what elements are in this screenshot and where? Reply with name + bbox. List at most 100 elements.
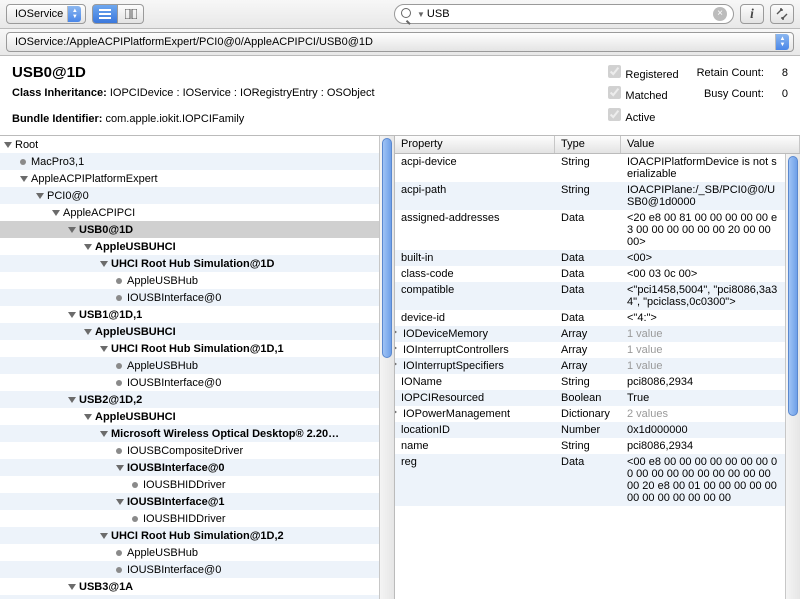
property-row[interactable]: compatibleData<"pci1458,5004", "pci8086,… [395, 282, 785, 310]
property-row[interactable]: class-codeData<00 03 0c 00> [395, 266, 785, 282]
column-view-button[interactable] [118, 4, 144, 24]
tree-row[interactable]: USB3@1A [0, 578, 379, 595]
col-type[interactable]: Type [555, 136, 621, 153]
disclosure-triangle-icon[interactable] [395, 408, 397, 416]
disclosure-triangle-icon[interactable] [68, 227, 76, 233]
tree-row[interactable]: UHCI Root Hub Simulation@1D [0, 255, 379, 272]
tree-row[interactable]: AppleACPIPCI [0, 204, 379, 221]
action-button[interactable] [770, 4, 794, 24]
chevron-updown-icon: ▲▼ [67, 6, 81, 22]
disclosure-triangle-icon[interactable] [116, 499, 124, 505]
tree-row[interactable]: UHCI Root Hub Simulation@1D,2 [0, 527, 379, 544]
property-row[interactable]: IOPCIResourcedBooleanTrue [395, 390, 785, 406]
search-field[interactable]: ▼ × [394, 4, 734, 24]
disclosure-triangle-icon[interactable] [100, 431, 108, 437]
disclosure-triangle-icon[interactable] [20, 176, 28, 182]
property-row[interactable]: acpi-deviceStringIOACPIPlatformDevice is… [395, 154, 785, 182]
tree-row[interactable]: AppleUSBUHCI [0, 408, 379, 425]
tree-row[interactable]: AppleUSBUHCI [0, 595, 379, 599]
registered-checkbox: Registered [608, 65, 678, 81]
tree-row[interactable]: IOUSBInterface@0 [0, 459, 379, 476]
property-row[interactable]: IOInterruptSpecifiersArray1 value [395, 358, 785, 374]
bullet-icon [116, 363, 122, 369]
bullet-icon [116, 278, 122, 284]
tree-row[interactable]: AppleUSBHub [0, 357, 379, 374]
registry-tree[interactable]: RootMacPro3,1AppleACPIPlatformExpertPCI0… [0, 136, 394, 599]
tree-row[interactable]: Microsoft Wireless Optical Desktop® 2.20… [0, 425, 379, 442]
tree-row[interactable]: MacPro3,1 [0, 153, 379, 170]
tree-row[interactable]: AppleUSBUHCI [0, 238, 379, 255]
plane-selector[interactable]: IOService ▲▼ [6, 4, 86, 24]
tree-label: USB2@1D,2 [79, 394, 142, 406]
property-row[interactable]: IOPowerManagementDictionary2 values [395, 406, 785, 422]
property-row[interactable]: built-inData<00> [395, 250, 785, 266]
bullet-icon [132, 516, 138, 522]
disclosure-triangle-icon[interactable] [100, 533, 108, 539]
tree-row[interactable]: IOUSBInterface@0 [0, 374, 379, 391]
properties-body[interactable]: acpi-deviceStringIOACPIPlatformDevice is… [395, 154, 800, 599]
clear-search-button[interactable]: × [713, 7, 727, 21]
props-scrollbar[interactable] [785, 154, 800, 599]
property-row[interactable]: IOInterruptControllersArray1 value [395, 342, 785, 358]
tree-row[interactable]: USB0@1D [0, 221, 379, 238]
tree-row[interactable]: AppleUSBUHCI [0, 323, 379, 340]
property-row[interactable]: IONameStringpci8086,2934 [395, 374, 785, 390]
property-row[interactable]: nameStringpci8086,2934 [395, 438, 785, 454]
property-name: IOPCIResourced [401, 392, 484, 404]
disclosure-triangle-icon[interactable] [68, 584, 76, 590]
property-row[interactable]: locationIDNumber0x1d000000 [395, 422, 785, 438]
search-menu-chevron-icon[interactable]: ▼ [417, 10, 425, 19]
tree-row[interactable]: IOUSBInterface@1 [0, 493, 379, 510]
tree-row[interactable]: IOUSBInterface@0 [0, 561, 379, 578]
info-button[interactable]: i [740, 4, 764, 24]
property-value: <00 03 0c 00> [621, 266, 785, 282]
disclosure-triangle-icon[interactable] [4, 142, 12, 148]
disclosure-triangle-icon[interactable] [36, 193, 44, 199]
property-row[interactable]: regData<00 e8 00 00 00 00 00 00 00 00 00… [395, 454, 785, 506]
property-name: class-code [401, 268, 454, 280]
disclosure-triangle-icon[interactable] [100, 261, 108, 267]
tree-label: AppleUSBUHCI [95, 326, 176, 338]
tree-row[interactable]: IOUSBHIDDriver [0, 476, 379, 493]
property-row[interactable]: assigned-addressesData<20 e8 00 81 00 00… [395, 210, 785, 250]
disclosure-triangle-icon[interactable] [395, 360, 397, 368]
tree-label: IOUSBHIDDriver [143, 479, 226, 491]
tree-row[interactable]: PCI0@0 [0, 187, 379, 204]
bullet-icon [116, 380, 122, 386]
tree-row[interactable]: USB2@1D,2 [0, 391, 379, 408]
disclosure-triangle-icon[interactable] [52, 210, 60, 216]
disclosure-triangle-icon[interactable] [84, 414, 92, 420]
property-name: acpi-path [401, 184, 446, 196]
property-row[interactable]: IODeviceMemoryArray1 value [395, 326, 785, 342]
disclosure-triangle-icon[interactable] [395, 328, 397, 336]
tree-row[interactable]: IOUSBHIDDriver [0, 510, 379, 527]
outline-view-button[interactable] [92, 4, 118, 24]
disclosure-triangle-icon[interactable] [84, 244, 92, 250]
col-property[interactable]: Property [395, 136, 555, 153]
tree-row[interactable]: IOUSBCompositeDriver [0, 442, 379, 459]
property-row[interactable]: acpi-pathStringIOACPIPlane:/_SB/PCI0@0/U… [395, 182, 785, 210]
busy-count-value: 0 [782, 88, 788, 100]
search-input[interactable] [427, 8, 713, 20]
tree-row[interactable]: Root [0, 136, 379, 153]
tree-row[interactable]: AppleUSBHub [0, 272, 379, 289]
tree-scrollbar[interactable] [379, 136, 394, 599]
disclosure-triangle-icon[interactable] [68, 397, 76, 403]
tree-scroll-thumb[interactable] [382, 138, 392, 358]
property-type: Array [555, 358, 621, 374]
tree-row[interactable]: IOUSBInterface@0 [0, 289, 379, 306]
props-scroll-thumb[interactable] [788, 156, 798, 416]
tree-row[interactable]: USB1@1D,1 [0, 306, 379, 323]
disclosure-triangle-icon[interactable] [84, 329, 92, 335]
class-inheritance-value: IOPCIDevice : IOService : IORegistryEntr… [110, 87, 375, 99]
tree-row[interactable]: UHCI Root Hub Simulation@1D,1 [0, 340, 379, 357]
disclosure-triangle-icon[interactable] [68, 312, 76, 318]
tree-row[interactable]: AppleUSBHub [0, 544, 379, 561]
disclosure-triangle-icon[interactable] [395, 344, 397, 352]
tree-row[interactable]: AppleACPIPlatformExpert [0, 170, 379, 187]
col-value[interactable]: Value [621, 136, 800, 153]
disclosure-triangle-icon[interactable] [116, 465, 124, 471]
property-row[interactable]: device-idData<"4:"> [395, 310, 785, 326]
path-selector[interactable]: IOService:/AppleACPIPlatformExpert/PCI0@… [6, 32, 794, 52]
disclosure-triangle-icon[interactable] [100, 346, 108, 352]
